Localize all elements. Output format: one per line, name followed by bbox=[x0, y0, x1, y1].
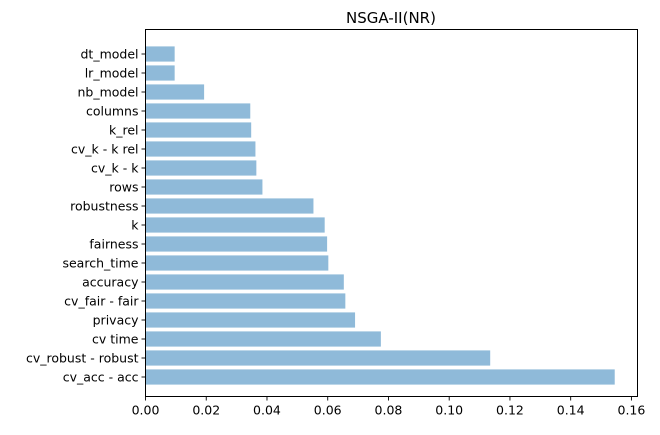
y-tick-label: cv_acc - acc bbox=[63, 370, 139, 385]
y-tick-label: rows bbox=[109, 180, 138, 195]
y-tick-label: nb_model bbox=[77, 85, 138, 100]
bars-group bbox=[145, 46, 615, 385]
bar bbox=[145, 160, 257, 176]
bar bbox=[145, 369, 615, 385]
y-tick-label: cv_robust - robust bbox=[26, 351, 139, 366]
bar bbox=[145, 46, 175, 62]
bar bbox=[145, 293, 346, 309]
y-tick-label: cv_k - k rel bbox=[71, 142, 138, 157]
bar bbox=[145, 236, 328, 252]
bar bbox=[145, 217, 325, 233]
bar bbox=[145, 65, 175, 81]
y-tick-label: k bbox=[131, 218, 139, 233]
bar bbox=[145, 84, 205, 100]
y-tick-label: lr_model bbox=[85, 66, 139, 81]
y-tick-label: dt_model bbox=[80, 47, 138, 62]
x-tick-label: 0.00 bbox=[132, 403, 160, 418]
y-tick-label: cv_k - k bbox=[91, 161, 139, 176]
y-tick-label: privacy bbox=[93, 313, 139, 328]
bar bbox=[145, 122, 252, 138]
x-tick-label: 0.14 bbox=[557, 403, 585, 418]
y-tick-label: accuracy bbox=[82, 275, 139, 290]
bar bbox=[145, 103, 251, 119]
y-tick-label: columns bbox=[86, 104, 139, 119]
x-tick-label: 0.08 bbox=[375, 403, 403, 418]
y-tick-label: robustness bbox=[70, 199, 138, 214]
bar bbox=[145, 331, 381, 347]
y-tick-label: fairness bbox=[89, 237, 138, 252]
chart-title: NSGA-II(NR) bbox=[346, 9, 436, 27]
bar bbox=[145, 274, 344, 290]
x-tick-label: 0.02 bbox=[192, 403, 220, 418]
bar bbox=[145, 198, 314, 214]
bar bbox=[145, 350, 491, 366]
x-tick-label: 0.06 bbox=[314, 403, 342, 418]
y-axis-ticks: cv_acc - acc cv_robust - robust cv time pri… bbox=[26, 47, 146, 385]
x-tick-label: 0.16 bbox=[618, 403, 646, 418]
y-tick-label: k_rel bbox=[109, 123, 139, 138]
bar bbox=[145, 255, 329, 271]
x-axis-ticks: 0.00 0.02 0.04 0.06 0.08 0.10 0.12 0.14 0.16 bbox=[132, 396, 646, 418]
y-tick-label: cv time bbox=[92, 332, 139, 347]
x-tick-label: 0.12 bbox=[496, 403, 524, 418]
x-tick-label: 0.10 bbox=[435, 403, 463, 418]
plot-frame bbox=[145, 29, 638, 397]
bar bbox=[145, 312, 356, 328]
x-tick-label: 0.04 bbox=[253, 403, 281, 418]
bar bbox=[145, 179, 263, 195]
bar bbox=[145, 141, 256, 157]
y-tick-label: search_time bbox=[62, 256, 138, 271]
y-tick-label: cv_fair - fair bbox=[64, 294, 139, 309]
